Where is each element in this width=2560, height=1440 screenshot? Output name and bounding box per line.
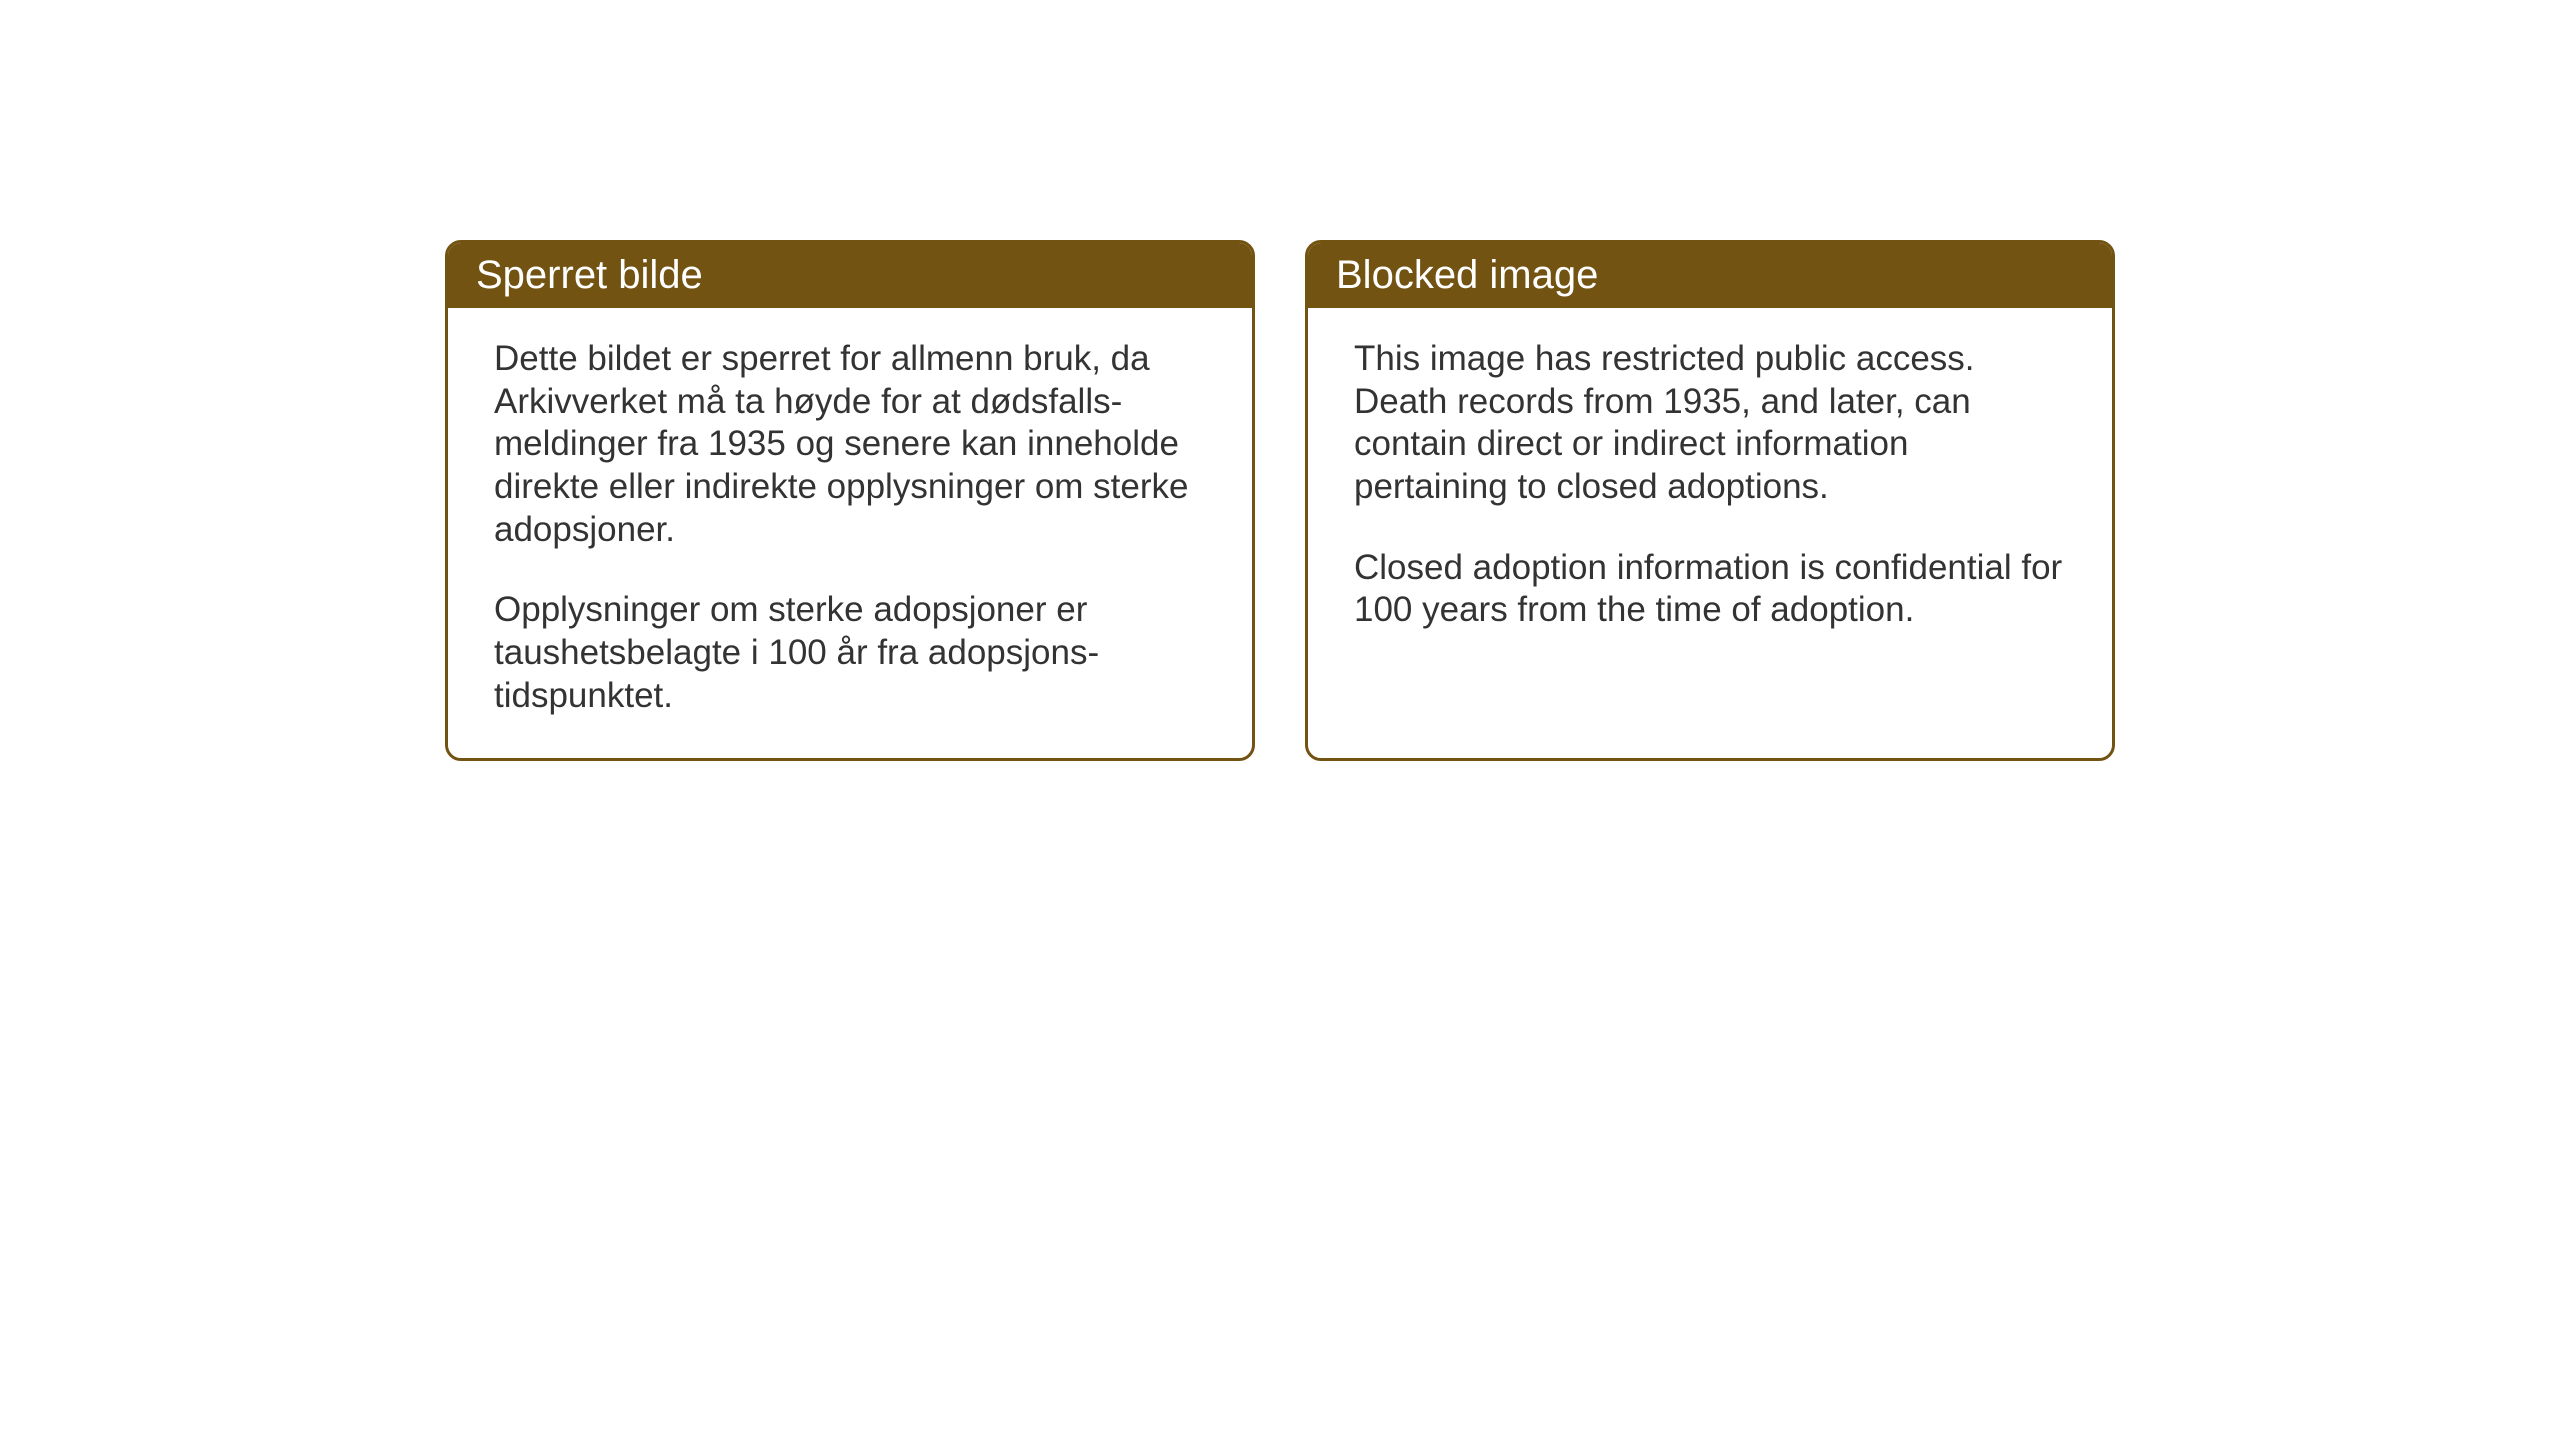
card-paragraph: Closed adoption information is confident… [1354,547,2066,632]
notice-card-norwegian: Sperret bilde Dette bildet er sperret fo… [445,240,1255,761]
card-header-english: Blocked image [1308,243,2112,308]
card-paragraph: Dette bildet er sperret for allmenn bruk… [494,338,1206,551]
card-title: Blocked image [1336,253,1598,297]
card-body-norwegian: Dette bildet er sperret for allmenn bruk… [448,308,1252,758]
card-paragraph: Opplysninger om sterke adopsjoner er tau… [494,589,1206,717]
card-header-norwegian: Sperret bilde [448,243,1252,308]
card-paragraph: This image has restricted public access.… [1354,338,2066,509]
notice-card-english: Blocked image This image has restricted … [1305,240,2115,761]
card-title: Sperret bilde [476,253,703,297]
card-body-english: This image has restricted public access.… [1308,308,2112,672]
notice-cards-container: Sperret bilde Dette bildet er sperret fo… [445,240,2115,761]
